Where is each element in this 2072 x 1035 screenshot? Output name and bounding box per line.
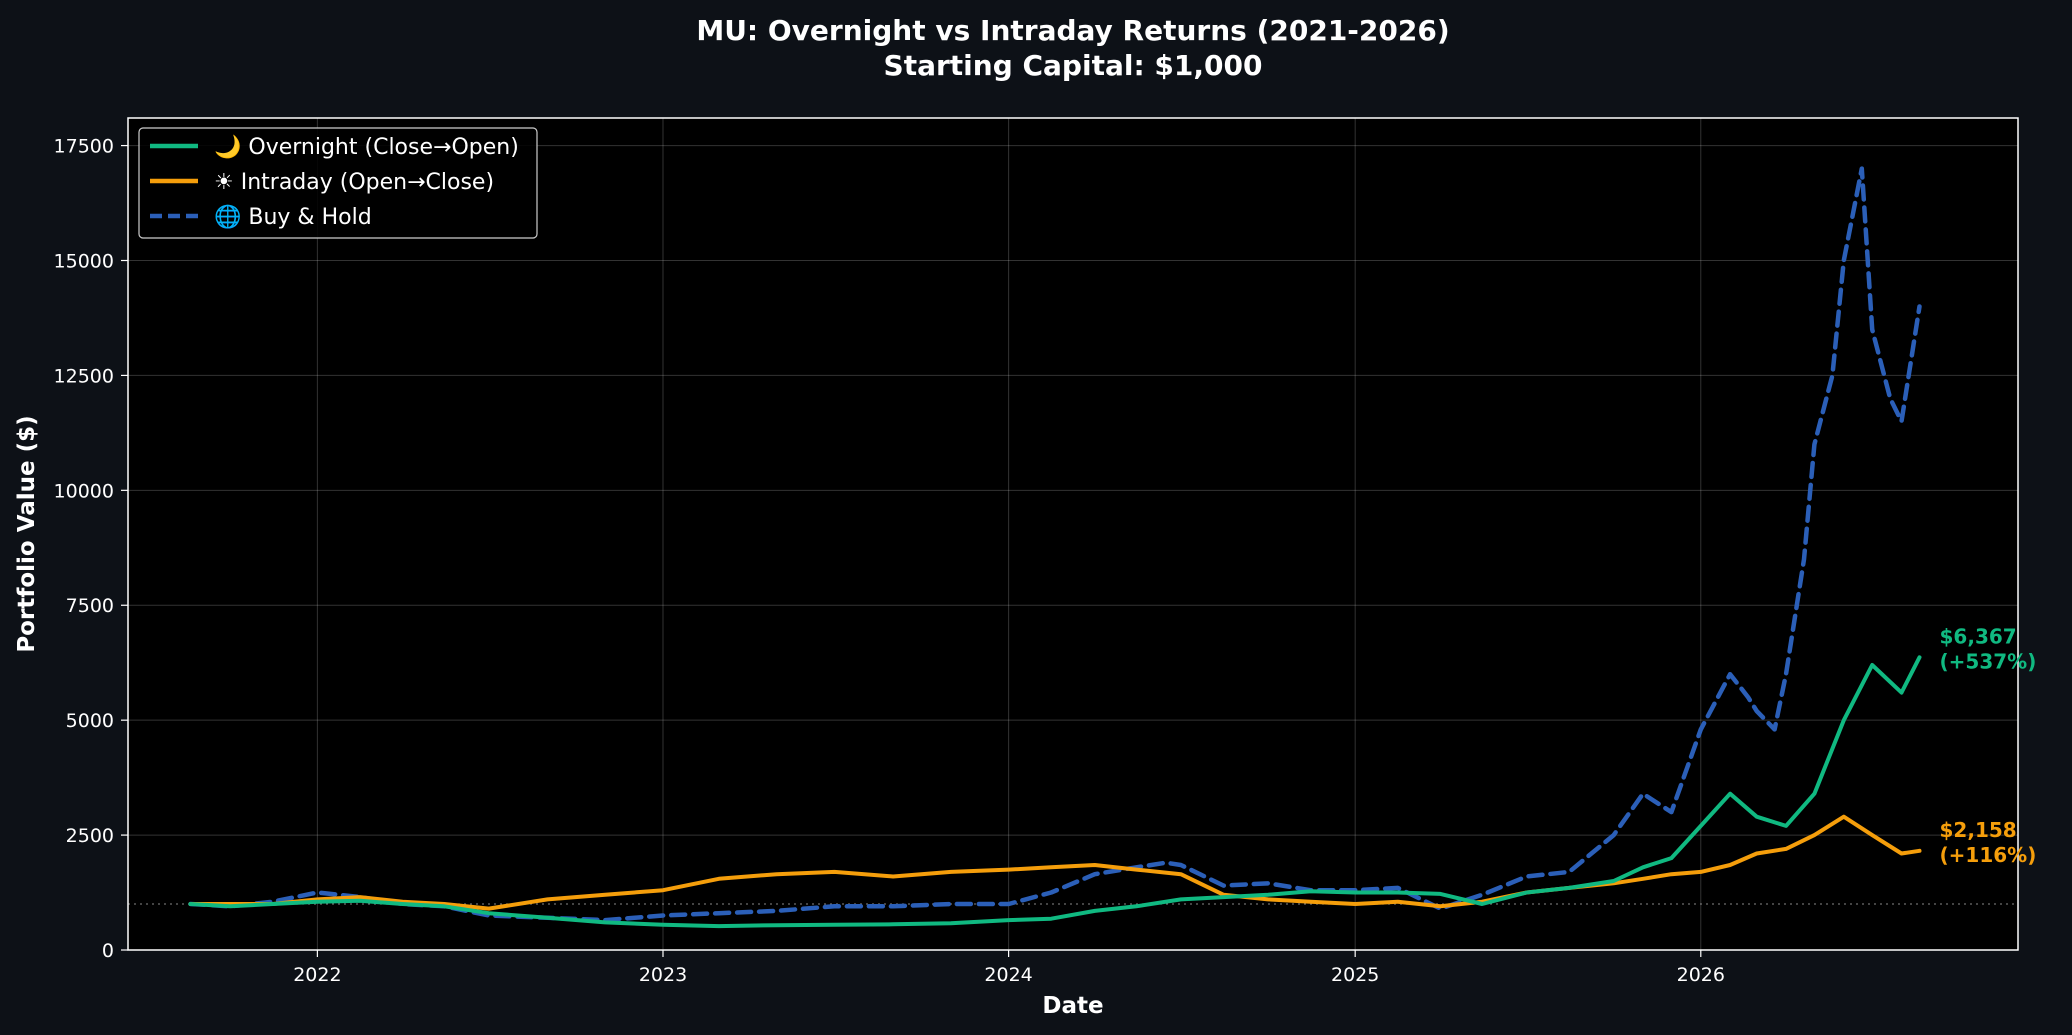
y-axis-ticks: 0 2500 5000 7500 10000 12500 15000 17500: [54, 136, 128, 962]
chart-subtitle: Starting Capital: $1,000: [884, 49, 1263, 82]
x-tick-label: 2025: [1331, 964, 1379, 986]
x-tick-label: 2026: [1677, 964, 1725, 986]
grid-lines: [128, 118, 2018, 951]
y-tick-label: 17500: [54, 136, 114, 158]
legend-label-intraday: ☀ Intraday (Open→Close): [214, 170, 494, 195]
y-tick-label: 15000: [54, 250, 114, 272]
overnight-end-label: $6,367: [1940, 624, 2017, 648]
overnight-line: [188, 655, 1922, 929]
end-value-labels: $6,367(+537%) $2,158(+116%): [1940, 624, 2037, 866]
x-tick-label: 2022: [293, 964, 341, 986]
legend-label-overnight: 🌙 Overnight (Close→Open): [214, 134, 519, 160]
y-tick-label: 5000: [66, 710, 114, 732]
overnight-end-label: (+537%): [1940, 649, 2037, 673]
plot-area: [128, 118, 2018, 950]
intraday-end-label: $2,158: [1940, 818, 2017, 842]
x-tick-label: 2023: [639, 964, 687, 986]
x-axis-ticks: 2022 2023 2024 2025 2026: [293, 950, 1725, 986]
y-axis-label: Portfolio Value ($): [14, 415, 40, 652]
legend-box: [138, 127, 538, 239]
chart-title: MU: Overnight vs Intraday Returns (2021-…: [696, 14, 1449, 47]
legend-label-buyhold: 🌐 Buy & Hold: [214, 204, 372, 230]
y-tick-label: 0: [102, 940, 114, 962]
x-tick-label: 2024: [984, 964, 1032, 986]
y-tick-label: 10000: [54, 480, 114, 502]
y-tick-label: 2500: [66, 825, 114, 847]
plot-frame: [127, 117, 2019, 951]
legend: 🌙 Overnight (Close→Open) ☀ Intraday (Ope…: [138, 127, 538, 239]
y-tick-label: 12500: [54, 365, 114, 387]
y-tick-label: 7500: [66, 595, 114, 617]
intraday-end-label: (+116%): [1940, 843, 2037, 867]
x-axis-label: Date: [1042, 993, 1103, 1019]
series-lines: [188, 166, 1922, 929]
intraday-line: [188, 814, 1922, 911]
